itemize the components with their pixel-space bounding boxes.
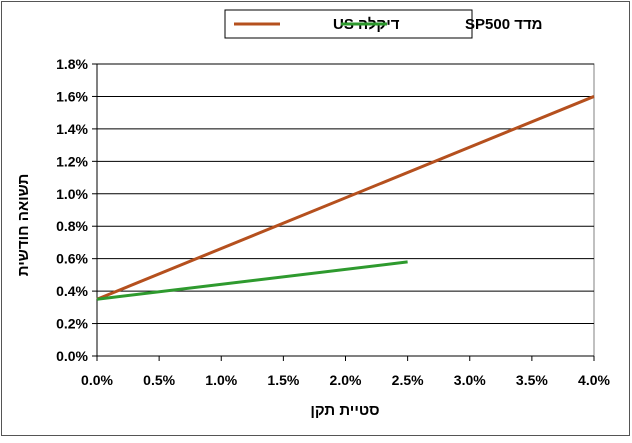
x-axis-ticks: 0.0% 0.5% 1.0% 1.5% 2.0% 2.5% 3.0% 3.5% 4.0% xyxy=(81,355,611,388)
x-tick-label: 3.5% xyxy=(516,372,548,388)
legend: דיקלה US מדד SP500 xyxy=(224,9,543,39)
plot-area xyxy=(96,63,595,357)
x-axis-title: סטיית תקן xyxy=(310,402,379,419)
y-axis-ticks: 0.0% 0.2% 0.4% 0.6% 0.8% 1.0% 1.2% 1.4% 1.6% 1.8% xyxy=(56,56,98,364)
x-tick-label: 1.5% xyxy=(267,372,299,388)
series-lines xyxy=(96,95,595,301)
x-tick-label: 0.0% xyxy=(81,372,113,388)
legend-label-sp500: מדד SP500 xyxy=(465,16,543,33)
y-tick-label: 0.4% xyxy=(56,283,88,299)
y-tick-label: 0.6% xyxy=(56,251,88,267)
x-tick-label: 1.0% xyxy=(205,372,237,388)
y-tick-label: 1.6% xyxy=(56,88,88,104)
y-tick-label: 0.2% xyxy=(56,316,88,332)
y-tick-label: 1.2% xyxy=(56,153,88,169)
y-tick-label: 1.0% xyxy=(56,186,88,202)
x-tick-label: 0.5% xyxy=(143,372,175,388)
y-axis-title: תשואה חודשית xyxy=(15,174,32,276)
y-tick-label: 1.4% xyxy=(56,121,88,137)
x-tick-label: 2.5% xyxy=(392,372,424,388)
series-line-dikla xyxy=(96,95,595,301)
x-tick-label: 2.0% xyxy=(330,372,362,388)
series-line-sp500 xyxy=(96,260,408,301)
x-tick-label: 4.0% xyxy=(578,372,610,388)
y-tick-label: 1.8% xyxy=(56,56,88,72)
y-tick-label: 0.8% xyxy=(56,218,88,234)
x-tick-label: 3.0% xyxy=(454,372,486,388)
y-tick-label: 0.0% xyxy=(56,348,88,364)
